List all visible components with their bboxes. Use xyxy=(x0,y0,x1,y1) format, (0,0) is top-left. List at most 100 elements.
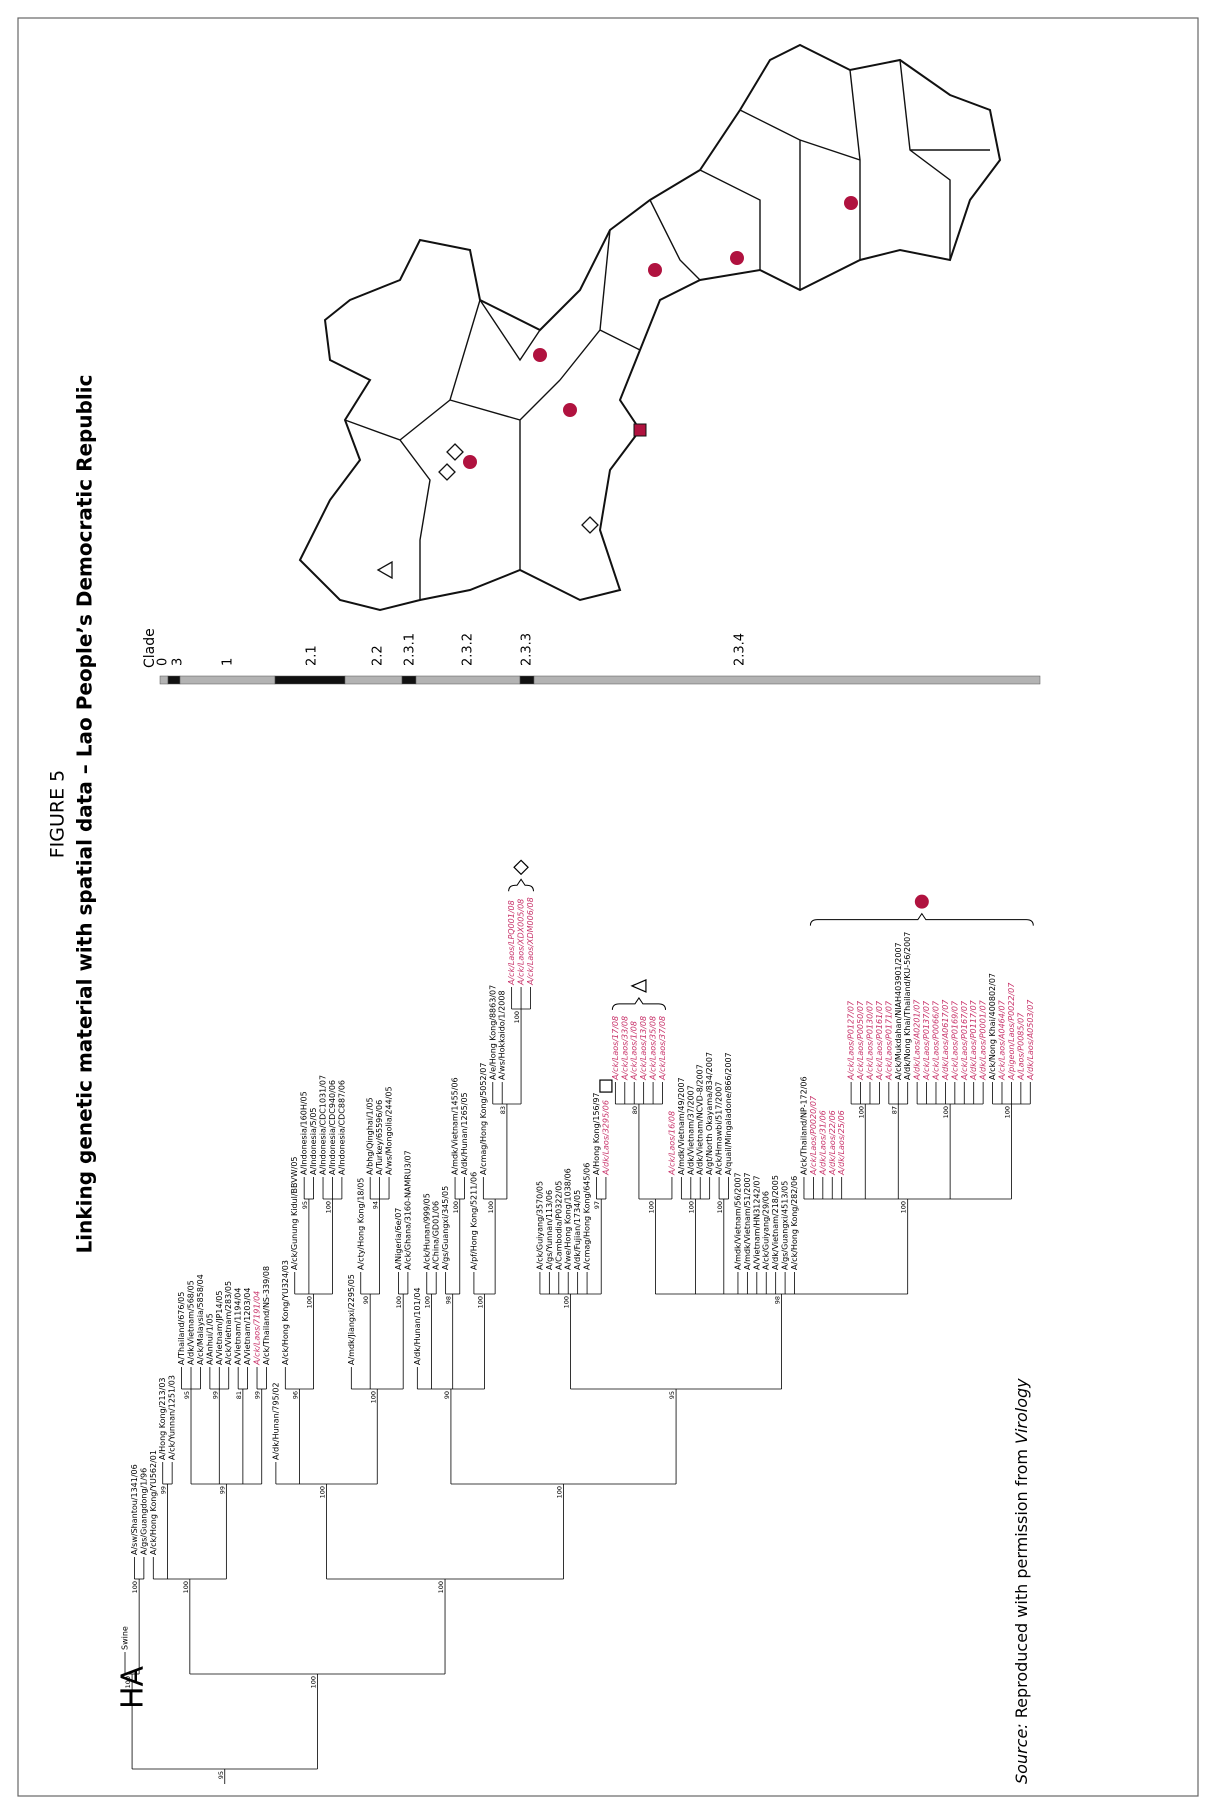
support-value: 98 xyxy=(774,1296,782,1304)
clade-segment xyxy=(274,675,346,685)
figure-title: Linking genetic material with spatial da… xyxy=(73,375,97,1254)
clade-label: 2.3.4 xyxy=(733,633,748,666)
taxon-label: A/dk/Laos/A0201/07 xyxy=(913,999,922,1081)
source: Source: Reproduced with permission from Vi… xyxy=(1012,1378,1031,1784)
taxon-label: A/dk/Laos/P0117/07 xyxy=(969,999,978,1081)
taxon-label: A/ck/Laos/P0169/07 xyxy=(950,1000,959,1081)
taxon-label: A/dk/Laos/3295/06 xyxy=(601,1100,610,1176)
taxon-label: A/gs/Guangxi/345/05 xyxy=(441,1186,450,1270)
taxon-label: Swine xyxy=(121,1626,130,1650)
taxon-label: A/ck/Ghana/3160-NAMRU3/07 xyxy=(403,1150,412,1270)
diamond-marker xyxy=(446,443,464,461)
taxon-label: A/pf/Hong Kong/5211/06 xyxy=(469,1172,478,1270)
clade-segment xyxy=(533,675,1041,685)
taxon-label: A/Vietnam/HN31242/07 xyxy=(752,1175,761,1270)
taxon-label: A/mdk/Vietnam/49/2007 xyxy=(677,1077,686,1175)
square-marker xyxy=(633,423,647,437)
taxon-label: A/ck/Thailand/NP-172/06 xyxy=(799,1076,808,1175)
support-value: 100 xyxy=(182,1581,190,1593)
clade-label: 2.2 xyxy=(371,645,386,666)
source-journal: Virology xyxy=(1012,1378,1031,1444)
taxon-label: A/dk/Vietnam/568/05 xyxy=(187,1280,196,1365)
outbreak-dot xyxy=(730,251,744,265)
clade-title: Clade xyxy=(142,628,158,668)
support-value: 87 xyxy=(890,1106,898,1114)
taxon-label: A/ck/Vietnam/283/05 xyxy=(224,1281,233,1365)
support-value: 96 xyxy=(291,1391,299,1399)
support-value: 90 xyxy=(443,1391,451,1399)
taxon-label: A/dk/Laos/25/06 xyxy=(837,1110,846,1176)
rotated-figure: FIGURE 5 Linking genetic material with s… xyxy=(47,375,1041,1784)
clade-label: 2.3.1 xyxy=(403,633,418,666)
taxon-label: A/cmag/Hong Kong/645/06 xyxy=(583,1163,592,1270)
taxon-label: A/ck/Laos/17/08 xyxy=(611,1016,620,1081)
clade-segment xyxy=(159,675,169,685)
taxon-label: A/Turkey/65596/06 xyxy=(375,1100,384,1175)
taxon-label: A/cmag/Hong Kong/5052/07 xyxy=(479,1063,488,1175)
taxon-label: A/mdk/Vietnam/1455/06 xyxy=(451,1077,460,1175)
clade-label: 2.1 xyxy=(305,645,320,666)
source-text: Reproduced with permission from xyxy=(1012,1449,1031,1718)
support-value: 95 xyxy=(217,1771,225,1779)
taxon-label: A/Hong Kong/156/97 xyxy=(592,1093,601,1176)
support-value: 100 xyxy=(369,1391,377,1403)
support-value: 100 xyxy=(563,1296,571,1308)
taxon-label: A/ck/Laos/P0020/07 xyxy=(809,1095,818,1176)
bracket xyxy=(611,997,667,1010)
support-value: 100 xyxy=(124,1676,132,1688)
clade-label: 0 xyxy=(156,658,171,666)
taxon-label: A/dk/Fujian/1734/05 xyxy=(573,1190,582,1270)
outbreak-dot xyxy=(563,403,577,417)
taxon-label: A/dk/Laos/22/06 xyxy=(828,1110,837,1176)
taxon-label: A/Indonesia/CDC1031/07 xyxy=(319,1075,328,1175)
map xyxy=(298,43,1002,612)
taxon-label: A/Laos/P0085/07 xyxy=(1016,1012,1025,1081)
clade-label: 3 xyxy=(171,658,186,666)
taxon-label: A/dk/Vietnam/37/2007 xyxy=(686,1085,695,1175)
support-value: 99 xyxy=(211,1391,219,1399)
taxon-label: A/ck/Laos/7191/04 xyxy=(253,1291,262,1366)
taxon-label: A/ws/Mongolia/244/05 xyxy=(385,1086,394,1175)
support-value: 99 xyxy=(218,1486,226,1494)
support-value: 100 xyxy=(324,1201,332,1213)
taxon-label: A/Indonesia/160H/05 xyxy=(300,1091,309,1175)
taxon-label: A/quail/Mingaladone/866/2007 xyxy=(724,1052,733,1175)
support-value: 100 xyxy=(688,1201,696,1213)
tree-title: HA xyxy=(116,1665,151,1709)
outbreak-dot xyxy=(648,263,662,277)
taxon-label: A/dk/Nong Khai/Thailand/KU-56/2007 xyxy=(903,932,912,1080)
taxon-label: A/ck/Hong Kong/YU562/01 xyxy=(149,1450,158,1555)
taxon-label: A/Vietnam/JP14/05 xyxy=(215,1291,224,1365)
taxon-label: A/gt/North Okayama/834/2007 xyxy=(705,1052,714,1175)
support-value: 95 xyxy=(301,1201,309,1209)
province-borders xyxy=(344,59,990,600)
taxon-label: A/mdk/Jiangxi/2295/05 xyxy=(347,1274,356,1365)
taxon-label: A/gs/Guangdong/1/96 xyxy=(139,1468,148,1555)
support-value: 100 xyxy=(716,1201,724,1213)
taxon-label: A/bhg/Qinghai/1/05 xyxy=(366,1097,375,1175)
taxon-label: A/ck/Mukdahan/NIAH403901/2007 xyxy=(894,942,903,1080)
taxon-label: A/ck/Thailand/NS-339/08 xyxy=(262,1266,271,1365)
taxon-label: A/ck/Guiyang/3570/05 xyxy=(535,1181,544,1270)
taxon-label: A/ck/Malaysia/5858/04 xyxy=(196,1274,205,1365)
clade-label: 1 xyxy=(221,658,236,666)
clade-label: 2.3.3 xyxy=(520,633,535,666)
taxon-label: A/ck/Laos/13/08 xyxy=(639,1016,648,1081)
support-value: 100 xyxy=(513,1011,521,1023)
support-value: 90 xyxy=(362,1296,370,1304)
taxon-label: A/dk/Hunan/795/02 xyxy=(271,1382,280,1460)
taxon-label: A/Anhui/1/05 xyxy=(205,1313,214,1365)
diamond-marker xyxy=(438,463,456,481)
taxon-label: A/ck/Laos/P0130/07 xyxy=(865,1000,874,1081)
taxon-label: A/dk/Vietnam/NCVD-8/2007 xyxy=(696,1064,705,1175)
taxon-label: A/dk/Laos/A0503/07 xyxy=(1026,999,1035,1081)
taxon-label: A/sw/Shantou/1341/06 xyxy=(130,1464,139,1555)
taxon-label: A/ck/Laos/P0137/07 xyxy=(922,1000,931,1081)
taxon-label: A/ws/Hokkaido/1/2008 xyxy=(498,990,507,1080)
taxon-label: A/ck/Hong Kong/282/06 xyxy=(790,1176,799,1270)
taxon-label: A/ck/Laos/33/08 xyxy=(620,1016,629,1081)
taxon-label: A/ck/Hong Kong/YU324/03 xyxy=(281,1260,290,1365)
support-value: 97 xyxy=(593,1201,601,1209)
taxon-label: A/ck/Laos/P0161/07 xyxy=(875,1000,884,1081)
support-value: 100 xyxy=(900,1201,908,1213)
